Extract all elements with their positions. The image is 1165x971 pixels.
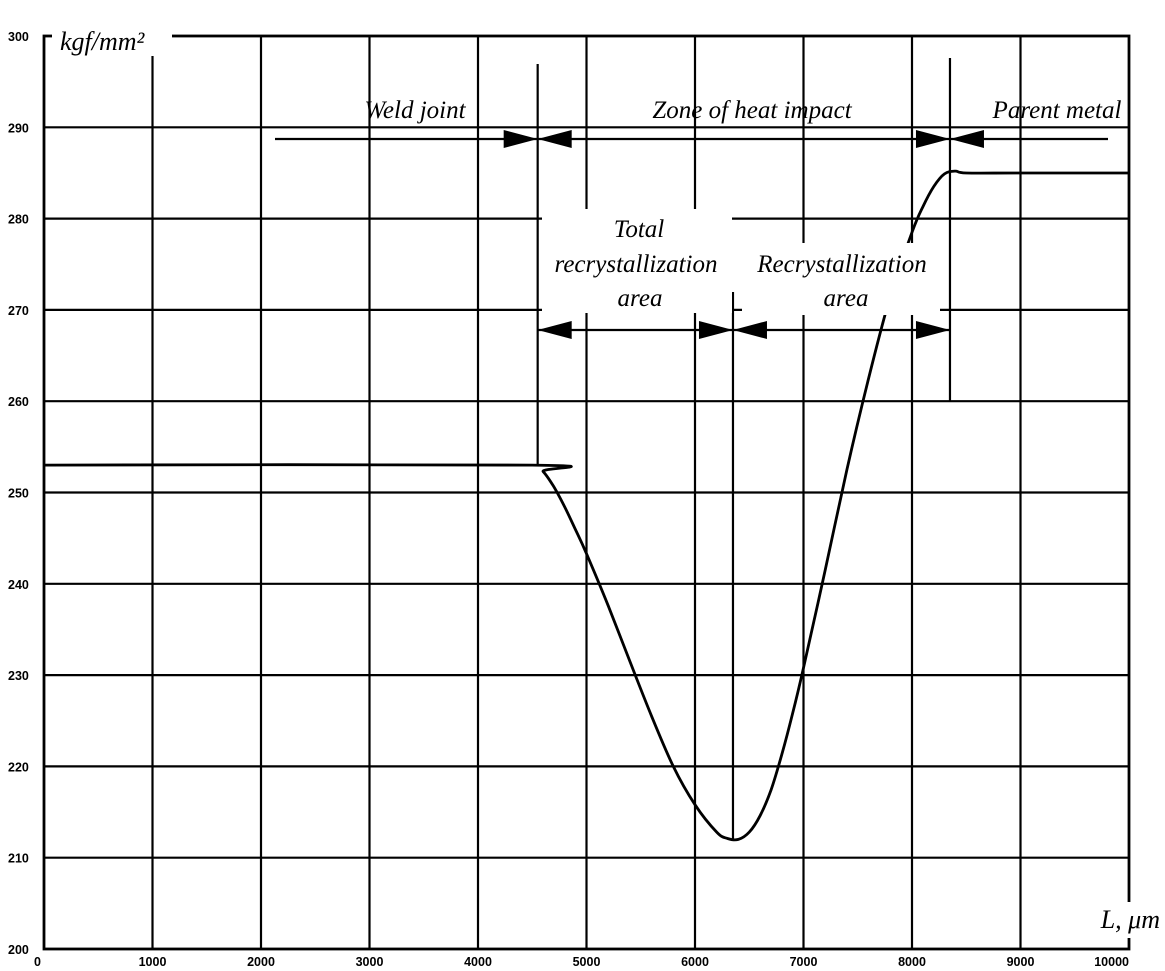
tick-labels: 0 1000 2000 3000 4000 5000 6000 7000 8000 9000 100… — [8, 30, 1129, 969]
total-label-background — [542, 209, 732, 313]
y-tick-label: 250 — [8, 487, 29, 501]
arrow-head-right — [915, 321, 950, 339]
x-tick-label: 2000 — [247, 955, 275, 969]
arrow-head-right — [698, 321, 733, 339]
arrow-head-left — [949, 130, 984, 148]
y-tick-label: 220 — [8, 760, 29, 774]
series-layer — [43, 169, 1129, 842]
xlabel-background — [1070, 902, 1165, 938]
x-tick-label: 5000 — [573, 955, 601, 969]
y-tick-label: 290 — [8, 121, 29, 135]
arrow-head-right — [503, 130, 538, 148]
x-tick-label: 6000 — [681, 955, 709, 969]
zone-heat-label: Zone of heat impact — [652, 97, 852, 124]
recryst-label-line1: Recrystallization — [756, 251, 926, 278]
zone-heat-arrow — [537, 130, 950, 148]
parent-metal-label: Parent metal — [992, 97, 1122, 124]
x-tick-label: 4000 — [464, 955, 492, 969]
recryst-arrow — [732, 321, 950, 339]
parent-metal-arrow — [949, 130, 1108, 148]
x-axis-label: L, μm — [1100, 905, 1160, 934]
total-label-line1: Total — [614, 216, 665, 243]
x-tick-label: 0 — [34, 955, 41, 969]
ylabel-background — [52, 20, 172, 56]
y-axis-label: kgf/mm² — [60, 27, 146, 56]
y-tick-label: 240 — [8, 578, 29, 592]
recryst-label-line2: area — [824, 285, 869, 312]
annotations: kgf/mm² L, μm Weld joint Zone of heat im… — [52, 20, 1165, 938]
y-tick-label: 260 — [8, 395, 29, 409]
y-tick-label: 280 — [8, 213, 29, 227]
total-label-line3: area — [618, 285, 663, 312]
y-tick-label: 300 — [8, 30, 29, 44]
weld-joint-label: Weld joint — [364, 97, 466, 124]
x-tick-label: 7000 — [790, 955, 818, 969]
x-tick-label: 3000 — [356, 955, 384, 969]
x-tick-label: 1000 — [139, 955, 167, 969]
total-label-line2: recrystallization — [555, 251, 718, 278]
x-tick-label: 10000 — [1094, 955, 1129, 969]
arrow-head-right — [915, 130, 950, 148]
y-tick-label: 210 — [8, 852, 29, 866]
x-tick-label: 9000 — [1007, 955, 1035, 969]
grid — [42, 34, 1131, 951]
weld-joint-arrow — [275, 130, 538, 148]
arrow-head-left — [537, 321, 572, 339]
arrow-head-left — [537, 130, 572, 148]
total-recryst-arrow — [537, 321, 733, 339]
y-tick-label: 270 — [8, 304, 29, 318]
arrow-head-left — [732, 321, 767, 339]
x-tick-label: 8000 — [898, 955, 926, 969]
hardness-curve — [43, 169, 1129, 842]
zone-markers — [275, 58, 1108, 840]
y-tick-label: 200 — [8, 943, 29, 957]
y-tick-label: 230 — [8, 669, 29, 683]
recryst-label-background — [742, 243, 940, 315]
